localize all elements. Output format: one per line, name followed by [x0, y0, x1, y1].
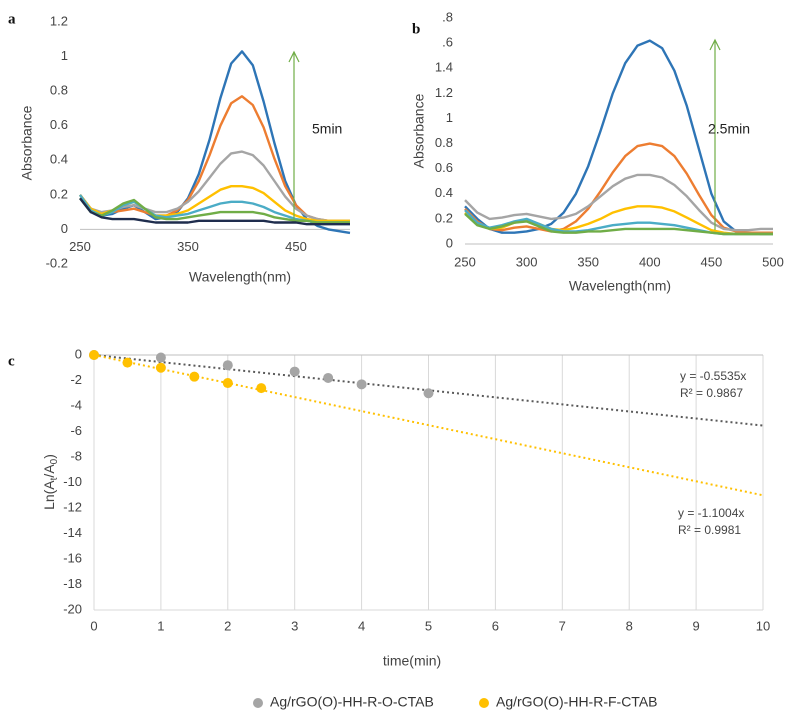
y-axis-title-part: Ln(A [41, 480, 57, 510]
y-axis-title-part: /A [41, 464, 57, 478]
trendline-r2: R² = 0.9867 [680, 386, 743, 400]
legend-label: Ag/rGO(O)-HH-R-F-CTAB [496, 694, 658, 710]
x-tick-label: 350 [577, 254, 599, 269]
data-point [423, 388, 434, 399]
y-tick-label: -18 [63, 576, 82, 591]
y-axis-title: Ln(At/A0) [41, 454, 60, 510]
x-tick-label: 6 [492, 618, 499, 633]
y-tick-label: 0.4 [50, 152, 68, 167]
x-tick-label: 7 [559, 618, 566, 633]
y-tick-label: -12 [63, 499, 82, 514]
trendline [93, 354, 764, 497]
data-point [222, 360, 233, 371]
spectrum-line [464, 213, 773, 236]
y-axis-title-part: 0 [49, 458, 60, 464]
trendline-equation: y = -1.1004x [678, 506, 744, 520]
arrow-head [709, 38, 721, 51]
y-tick-label: -16 [63, 550, 82, 565]
data-point [155, 362, 166, 373]
y-tick-label: .6 [442, 35, 453, 50]
spectrum-line [79, 150, 350, 223]
x-tick-label: 2 [224, 618, 231, 633]
y-tick-label: 0.8 [435, 135, 453, 150]
x-tick-label: 400 [639, 254, 661, 269]
y-tick-label: 0.6 [50, 117, 68, 132]
y-tick-label: -6 [70, 423, 82, 438]
x-tick-label: 1 [157, 618, 164, 633]
y-tick-label: -0.2 [46, 255, 68, 270]
annotation: 2.5min [708, 121, 750, 137]
y-tick-label: .8 [442, 9, 453, 24]
x-tick-label: 350 [177, 239, 199, 254]
data-point [89, 350, 99, 360]
spectrum-line [79, 197, 350, 224]
panel-label: b [412, 21, 420, 37]
y-tick-label: 0.8 [50, 83, 68, 98]
x-tick-label: 9 [692, 618, 699, 633]
y-axis-title-part: t [49, 477, 60, 480]
trendline-r2: R² = 0.9981 [678, 523, 741, 537]
trendline-equation: y = -0.5535x [680, 369, 746, 383]
y-tick-label: -4 [70, 397, 82, 412]
data-point [122, 357, 133, 368]
data-point [323, 372, 334, 383]
x-tick-label: 250 [454, 254, 476, 269]
arrow-head [288, 50, 300, 63]
legend-marker [253, 698, 263, 708]
x-tick-label: 500 [762, 254, 784, 269]
y-tick-label: 0.6 [435, 160, 453, 175]
x-tick-label: 3 [291, 618, 298, 633]
panel-label: a [8, 11, 16, 27]
y-tick-label: -2 [70, 372, 82, 387]
y-tick-label: 1 [61, 48, 68, 63]
y-tick-label: 0 [61, 221, 68, 236]
spectrum-line [79, 197, 350, 226]
data-point [222, 378, 233, 389]
y-tick-label: -20 [63, 601, 82, 616]
legend-marker [479, 698, 489, 708]
x-axis-title: time(min) [383, 653, 441, 669]
x-tick-label: 300 [516, 254, 538, 269]
y-tick-label: 1 [446, 110, 453, 125]
x-tick-label: 0 [90, 618, 97, 633]
y-tick-label: 0.2 [435, 210, 453, 225]
data-point [155, 352, 166, 363]
x-axis-title: Wavelength(nm) [189, 269, 291, 285]
y-tick-label: 0.4 [435, 185, 453, 200]
y-axis-title: Absorbance [19, 105, 35, 180]
spectrum-line [464, 173, 773, 232]
x-tick-label: 450 [701, 254, 723, 269]
y-tick-label: 0 [75, 346, 82, 361]
spectrum-line [464, 39, 773, 236]
y-tick-label: -14 [63, 525, 82, 540]
y-tick-label: 1.4 [435, 60, 453, 75]
y-tick-label: -10 [63, 474, 82, 489]
spectrum-line [79, 50, 351, 235]
data-point [256, 383, 267, 394]
y-tick-label: 1.2 [435, 85, 453, 100]
x-tick-label: 4 [358, 618, 365, 633]
legend-label: Ag/rGO(O)-HH-R-O-CTAB [270, 694, 434, 710]
y-tick-label: 0 [446, 235, 453, 250]
x-tick-label: 250 [69, 239, 91, 254]
y-tick-label: 1.2 [50, 13, 68, 28]
data-point [356, 379, 367, 390]
annotation: 5min [312, 121, 342, 137]
y-axis-title-part: ) [41, 454, 57, 459]
y-tick-label: -8 [70, 448, 82, 463]
x-axis-title: Wavelength(nm) [569, 278, 671, 294]
panel-label: c [8, 353, 15, 369]
x-tick-label: 450 [285, 239, 307, 254]
data-point [289, 366, 300, 377]
y-axis-title: Absorbance [411, 93, 427, 168]
x-tick-label: 5 [425, 618, 432, 633]
y-tick-label: 0.2 [50, 186, 68, 201]
x-tick-label: 10 [756, 618, 770, 633]
x-tick-label: 8 [626, 618, 633, 633]
spectrum-line [464, 142, 773, 234]
data-point [189, 371, 200, 382]
